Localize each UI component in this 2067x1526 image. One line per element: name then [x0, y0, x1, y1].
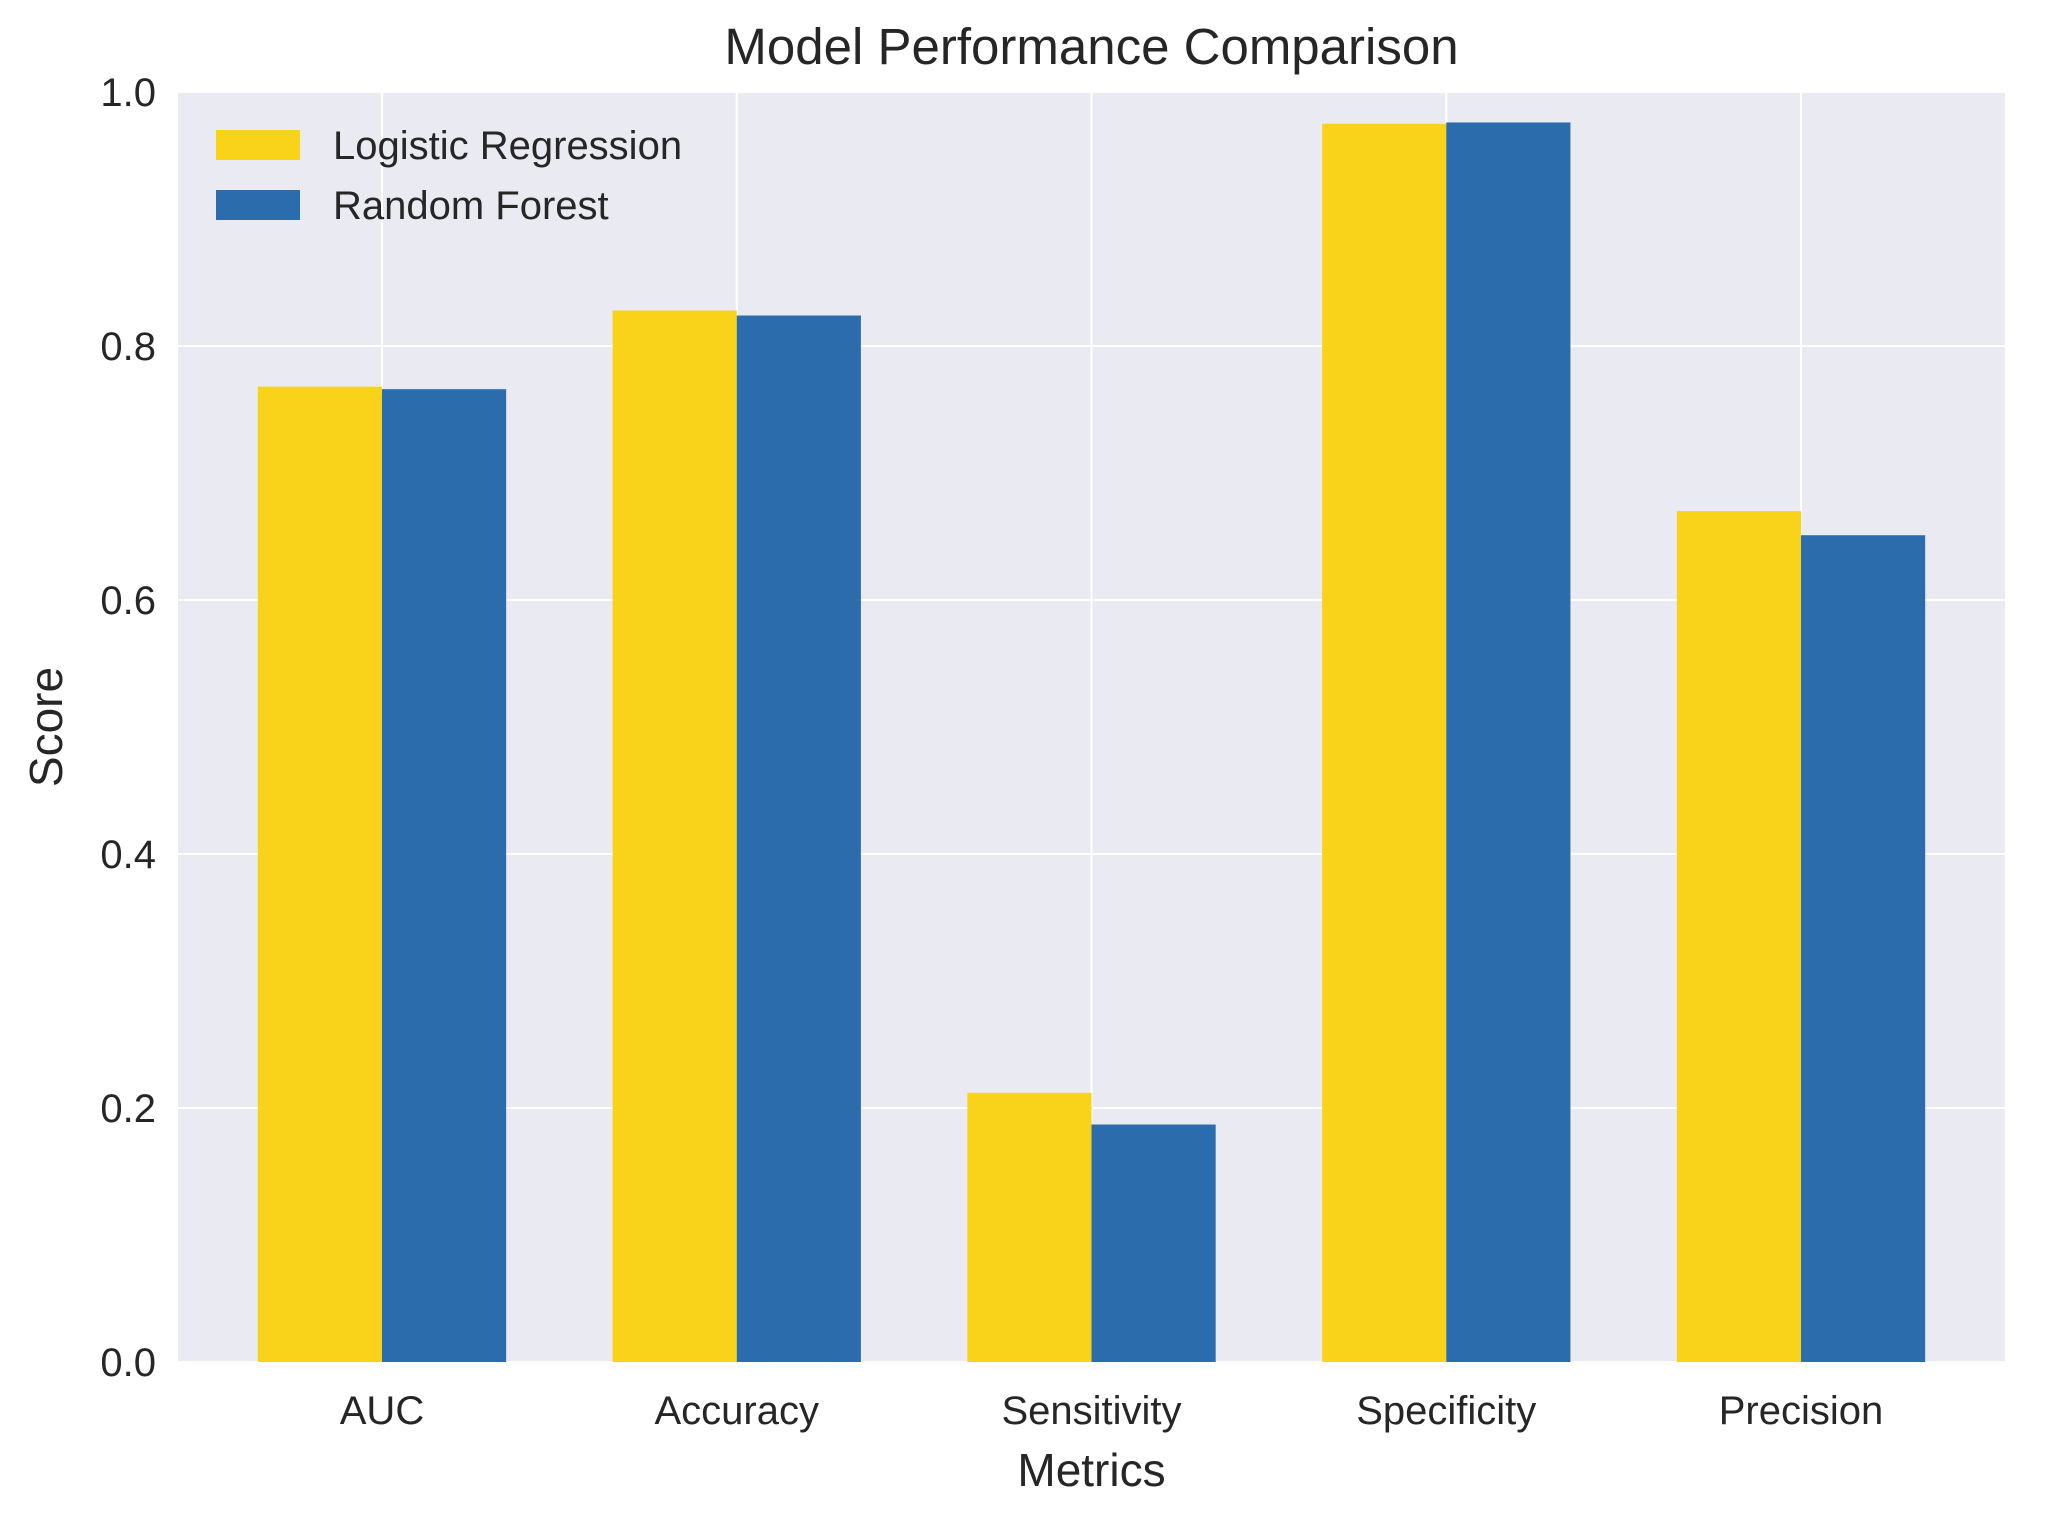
legend-label-logistic-regression: Logistic Regression [333, 124, 682, 168]
x-tick-label-specificity: Specificity [1356, 1389, 1536, 1433]
legend: Logistic Regression Random Forest [216, 124, 682, 228]
y-axis-label: Score [20, 667, 72, 787]
y-tick-label-1: 0.2 [100, 1087, 156, 1131]
y-tick-label-0: 0.0 [100, 1341, 156, 1385]
legend-label-random-forest: Random Forest [333, 184, 609, 228]
bar-logistic-regression-auc [257, 386, 382, 1362]
x-tick-label-auc: AUC [340, 1389, 424, 1433]
y-tick-label-5: 1.0 [100, 71, 156, 115]
bar-random-forest-specificity [1446, 122, 1571, 1363]
bar-logistic-regression-specificity [1322, 123, 1447, 1362]
legend-swatch-random-forest [216, 190, 300, 220]
y-axis-ticks: 0.0 0.2 0.4 0.6 0.8 1.0 [100, 71, 156, 1385]
bar-logistic-regression-accuracy [612, 310, 737, 1363]
x-tick-label-sensitivity: Sensitivity [1001, 1389, 1181, 1433]
x-tick-label-accuracy: Accuracy [654, 1389, 819, 1433]
legend-swatch-logistic-regression [216, 130, 300, 160]
x-tick-label-precision: Precision [1719, 1389, 1884, 1433]
x-axis-ticks: AUC Accuracy Sensitivity Specificity Precisi… [340, 1389, 1884, 1433]
bar-logistic-regression-precision [1676, 511, 1802, 1363]
bar-random-forest-accuracy [736, 315, 861, 1362]
bar-random-forest-auc [381, 389, 507, 1362]
y-tick-label-2: 0.4 [100, 833, 156, 877]
x-axis-label: Metrics [1017, 1444, 1165, 1496]
y-tick-label-4: 0.8 [100, 325, 156, 369]
y-tick-label-3: 0.6 [100, 579, 156, 623]
bar-logistic-regression-sensitivity [967, 1092, 1092, 1362]
bar-random-forest-sensitivity [1091, 1124, 1216, 1362]
bar-random-forest-precision [1801, 535, 1926, 1362]
chart-title: Model Performance Comparison [724, 18, 1458, 75]
bars [257, 122, 1926, 1363]
